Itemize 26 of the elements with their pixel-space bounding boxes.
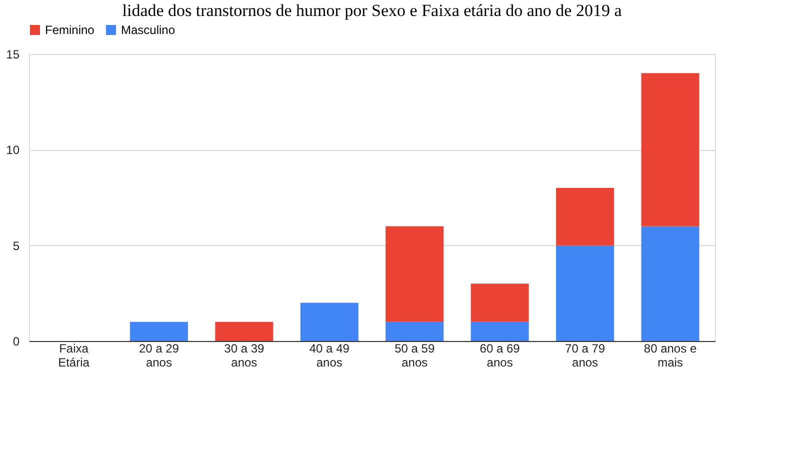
bar [641, 73, 700, 226]
x-tick-label: 70 a 79 anos [565, 342, 606, 370]
bar [641, 226, 700, 341]
x-tick-label: 60 a 69 anos [480, 342, 520, 370]
y-tick-label: 10 [6, 143, 20, 158]
x-tick-label: 40 a 49 anos [309, 342, 350, 370]
chart-title: lidade dos transtornos de humor por Sexo e Faixa etária do ano de 2019 a [122, 1, 622, 20]
legend-label: Masculino [121, 23, 176, 37]
bar [556, 188, 614, 246]
y-tick-label: 0 [12, 334, 20, 348]
x-tick-label: 80 anos e mais [644, 342, 697, 370]
bar [386, 226, 444, 322]
bar [215, 322, 274, 341]
bar [300, 302, 358, 341]
bar [470, 322, 529, 341]
x-tick-label: 30 a 39 anos [224, 342, 265, 370]
bar [386, 322, 444, 341]
x-tick-label: 20 a 29 anos [138, 342, 180, 370]
y-tick-label: 15 [6, 48, 20, 62]
x-tick-label: Faixa Etária [58, 342, 90, 370]
y-tick-label: 5 [12, 238, 20, 253]
legend-label: Feminino [45, 23, 95, 37]
bar [130, 322, 188, 341]
bar [556, 245, 614, 341]
bar [470, 284, 529, 322]
x-tick-label: 50 a 59 anos [394, 342, 435, 370]
